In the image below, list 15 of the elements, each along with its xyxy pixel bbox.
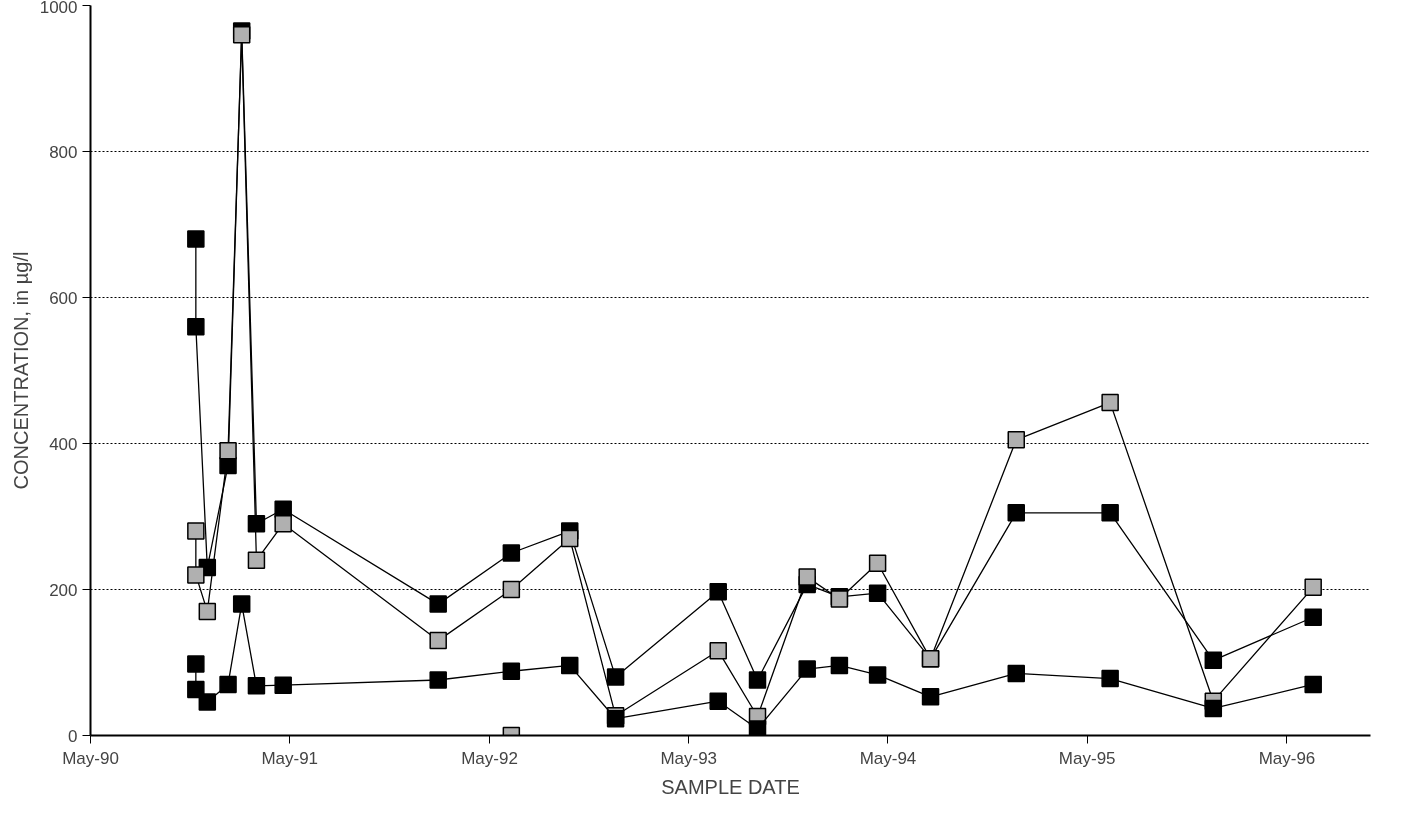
y-tick-label: 1000	[39, 0, 78, 17]
x-axis-title: SAMPLE DATE	[661, 775, 800, 798]
x-tick-label: May-95	[1058, 748, 1116, 768]
x-tick-label: May-94	[859, 748, 917, 768]
x-tick-label: May-92	[461, 748, 518, 768]
x-tick-label: May-91	[261, 748, 319, 768]
y-tick-label: 600	[49, 288, 78, 308]
x-tick-label: May-93	[660, 748, 718, 768]
y-tick-label: 200	[49, 580, 78, 600]
x-tick-label: May-96	[1258, 748, 1316, 768]
y-tick-label: 0	[68, 726, 78, 746]
y-tick-label: 800	[49, 142, 78, 162]
x-tick-label: May-90	[62, 748, 119, 768]
y-tick-label: 400	[49, 434, 78, 454]
y-axis-title: CONCENTRATION, in µg/l	[9, 251, 32, 490]
